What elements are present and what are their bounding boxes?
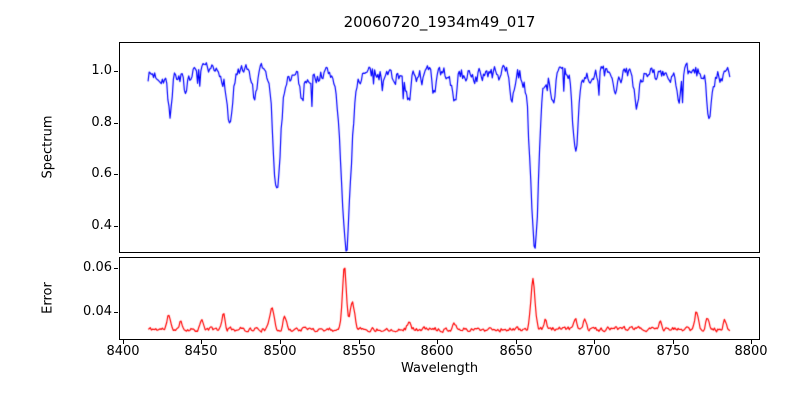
x-tick-label: 8600 xyxy=(420,344,454,359)
x-tick-label: 8550 xyxy=(342,344,376,359)
x-tick-label: 8500 xyxy=(263,344,297,359)
y-tick-mark xyxy=(114,174,118,175)
x-axis-label: Wavelength xyxy=(400,361,479,376)
x-tick-mark xyxy=(751,340,752,344)
x-tick-label: 8400 xyxy=(106,344,140,359)
y-tick-mark xyxy=(114,123,118,124)
y-tick-label: 0.06 xyxy=(83,260,112,275)
y-tick-label: 0.4 xyxy=(91,218,112,233)
spectrum-y-axis-label: Spectrum xyxy=(40,115,56,179)
chart-title: 20060720_1934m49_017 xyxy=(343,13,536,31)
y-tick-label: 0.8 xyxy=(91,115,112,130)
y-tick-mark xyxy=(114,71,118,72)
y-tick-mark xyxy=(114,226,118,227)
y-tick-label: 1.0 xyxy=(91,63,112,78)
x-tick-label: 8450 xyxy=(184,344,218,359)
y-tick-mark xyxy=(114,312,118,313)
x-tick-mark xyxy=(359,340,360,344)
x-tick-mark xyxy=(673,340,674,344)
y-tick-label: 0.6 xyxy=(91,166,112,181)
x-tick-mark xyxy=(123,340,124,344)
x-tick-mark xyxy=(437,340,438,344)
x-tick-mark xyxy=(201,340,202,344)
x-tick-label: 8650 xyxy=(499,344,533,359)
x-tick-label: 8700 xyxy=(577,344,611,359)
y-tick-mark xyxy=(114,268,118,269)
x-tick-label: 8800 xyxy=(734,344,768,359)
x-tick-label: 8750 xyxy=(656,344,690,359)
y-tick-label: 0.04 xyxy=(83,304,112,319)
error-y-axis-label: Error xyxy=(40,282,56,314)
x-tick-mark xyxy=(594,340,595,344)
x-tick-mark xyxy=(280,340,281,344)
x-tick-mark xyxy=(516,340,517,344)
